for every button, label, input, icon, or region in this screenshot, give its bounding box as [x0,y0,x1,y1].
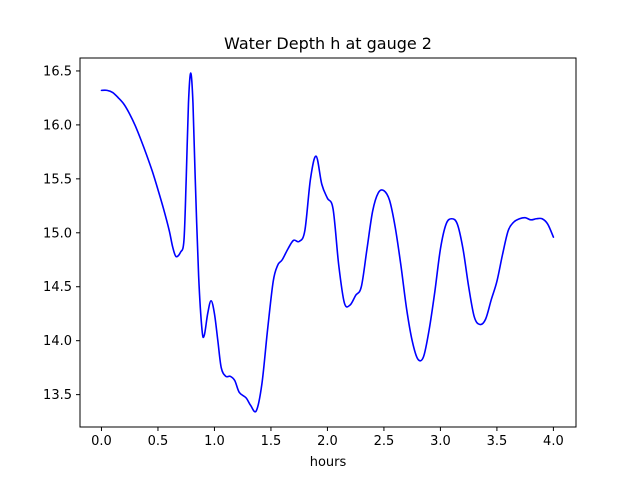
y-tick-label: 15.0 [43,226,72,241]
series-layer [100,72,555,413]
x-tick-label: 2.0 [317,434,338,449]
y-tick-label: 15.5 [43,172,72,187]
x-tick-label: 2.5 [374,434,395,449]
x-tick-label: 1.5 [261,434,282,449]
x-tick-label: 0.5 [148,434,169,449]
chart-title: Water Depth h at gauge 2 [224,34,432,53]
series-line [100,72,555,413]
y-tick-label: 14.5 [43,280,72,295]
x-tick-label: 3.5 [487,434,508,449]
y-tick-label: 14.0 [43,334,72,349]
y-tick-label: 16.5 [43,64,72,79]
x-tick-label: 4.0 [543,434,564,449]
axes-frame [79,57,577,428]
y-tick-label: 13.5 [43,388,72,403]
y-axis: 13.5 14.0 14.5 15.0 15.5 16.0 16.5 [43,64,80,403]
x-axis-label: hours [310,455,347,470]
x-tick-label: 0.0 [91,434,112,449]
x-axis: 0.0 0.5 1.0 1.5 2.0 2.5 3.0 3.5 4.0 [91,427,564,449]
y-tick-label: 16.0 [43,118,72,133]
x-tick-label: 1.0 [204,434,225,449]
x-tick-label: 3.0 [430,434,451,449]
